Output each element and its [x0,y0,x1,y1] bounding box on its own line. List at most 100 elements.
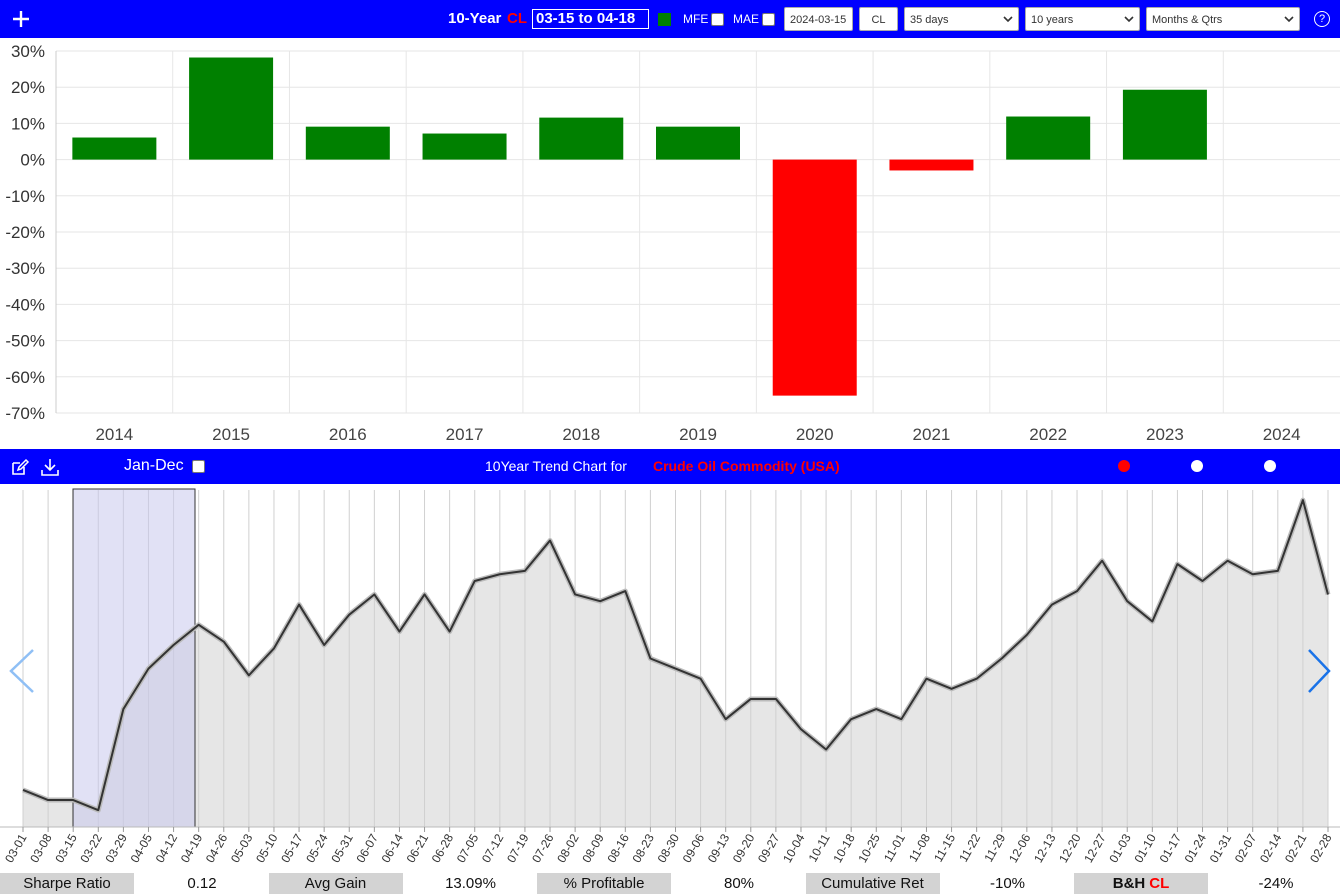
x-tick-label: 08-16 [604,831,632,865]
x-tick-label: 03-01 [2,831,30,865]
stat-label: Sharpe Ratio [0,873,134,894]
x-tick-label: 08-02 [554,831,582,865]
date-input[interactable]: 2024-03-15 [784,7,853,31]
stat-label-text: % Profitable [563,875,645,892]
x-tick-label: 2023 [1146,425,1184,444]
selected-range [72,488,196,828]
x-tick-label: 10-04 [780,831,808,865]
x-tick-label: 03-08 [27,831,55,865]
x-tick-label: 11-01 [881,831,908,864]
x-tick-label: 11-29 [981,831,1008,864]
x-tick-label: 05-24 [303,831,331,865]
x-tick-label: 02-07 [1232,831,1260,865]
page-dot[interactable] [1118,460,1130,472]
stat-label: B&H CL [1074,873,1208,894]
y-tick-label: -30% [5,259,45,278]
x-tick-label: 2020 [796,425,834,444]
x-tick-label: 09-13 [705,831,733,865]
days-select[interactable]: 35 days [904,7,1019,31]
page-dot[interactable] [1264,460,1276,472]
x-tick-label: 07-26 [529,831,557,865]
stat-label-text: B&H [1112,875,1146,892]
years-select[interactable]: 10 years [1025,7,1140,31]
jan-dec-checkbox[interactable] [192,460,205,473]
instrument-name: Crude Oil Commodity (USA) [653,458,840,474]
edit-icon[interactable] [10,457,30,477]
x-tick-label: 07-12 [479,831,507,865]
x-tick-label: 12-27 [1081,831,1109,865]
stat-label: Avg Gain [268,873,403,894]
x-tick-label: 09-20 [730,831,758,865]
x-tick-label: 10-11 [806,831,833,864]
y-tick-label: 30% [11,42,45,61]
period-label: 10-Year [448,10,502,27]
symbol-input[interactable]: CL [859,7,898,31]
y-tick-label: -40% [5,295,45,314]
bar [189,57,274,160]
bar [889,159,974,171]
x-tick-label: 2024 [1263,425,1301,444]
stat-value: 80% [723,875,755,892]
x-tick-label: 09-06 [680,831,708,865]
x-tick-label: 10-18 [830,831,858,865]
x-tick-label: 03-22 [77,831,105,865]
x-tick-label: 2016 [329,425,367,444]
x-tick-label: 03-15 [52,831,80,865]
x-tick-label: 05-03 [228,831,256,865]
x-tick-label: 2018 [562,425,600,444]
y-tick-label: -10% [5,187,45,206]
x-tick-label: 08-23 [630,831,658,865]
mae-checkbox[interactable] [762,13,775,26]
x-tick-label: 05-17 [278,831,306,865]
mfe-label: MFE [683,12,709,26]
trend-title: 10Year Trend Chart for [485,458,627,474]
next-arrow[interactable] [1308,649,1331,693]
page-dot[interactable] [1191,460,1203,472]
stat-label-text: Sharpe Ratio [23,875,111,892]
x-tick-label: 06-07 [353,831,381,865]
view-select[interactable]: Months & Qtrs [1146,7,1300,31]
help-button[interactable]: ? [1314,11,1330,27]
x-tick-label: 10-25 [855,831,883,865]
stat-label: Cumulative Ret [805,873,940,894]
add-icon[interactable] [12,10,30,28]
y-tick-label: -70% [5,404,45,423]
trend-chart: 03-0103-0803-1503-2203-2904-0504-1204-19… [0,488,1340,865]
x-tick-label: 05-31 [328,831,356,865]
download-icon[interactable] [40,457,60,477]
stat-label: % Profitable [537,873,671,894]
x-tick-label: 2021 [913,425,951,444]
x-tick-label: 12-20 [1056,831,1084,865]
stat-value: 0.12 [187,875,217,892]
x-tick-label: 12-13 [1031,831,1059,865]
x-tick-label: 11-22 [956,831,983,864]
bar [1006,116,1091,160]
prev-arrow[interactable] [9,649,34,693]
x-tick-label: 01-10 [1131,831,1159,865]
stat-label-text: Avg Gain [304,875,367,892]
bar-chart: 30% 20% 10% 0% -10% -20% -30% -40% -50% -60% -70% 2… [5,42,1340,444]
mfe-checkbox[interactable] [711,13,724,26]
view-text: Months & Qtrs [1152,14,1223,26]
bar [305,126,390,160]
bar [1122,89,1207,160]
x-tick-label: 2014 [95,425,133,444]
x-tick-label: 12-06 [1006,831,1034,865]
x-tick-label: 02-14 [1257,831,1285,865]
x-tick-label: 11-08 [906,831,933,864]
x-tick-label: 09-27 [755,831,783,865]
stat-ticker: CL [1149,875,1170,892]
range-input[interactable]: 03-15 to 04-18 [532,9,649,29]
x-tick-label: 02-28 [1307,831,1335,865]
bar [656,126,740,160]
x-tick-label: 06-28 [429,831,457,865]
bar [72,137,157,160]
x-tick-label: 05-10 [253,831,281,865]
x-tick-label: 01-24 [1182,831,1210,865]
x-tick-label: 04-19 [178,831,206,865]
stat-label-text: Cumulative Ret [821,875,924,892]
x-tick-label: 11-15 [931,831,958,864]
x-tick-label: 08-09 [579,831,607,865]
stat-value: -24% [1258,875,1294,892]
